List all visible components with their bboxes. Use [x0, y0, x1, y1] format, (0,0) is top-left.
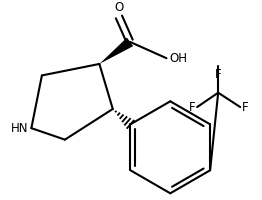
Polygon shape: [99, 38, 133, 64]
Text: O: O: [114, 1, 123, 14]
Text: HN: HN: [11, 122, 29, 135]
Text: F: F: [242, 101, 249, 114]
Text: OH: OH: [169, 52, 187, 65]
Text: F: F: [189, 101, 195, 114]
Text: F: F: [215, 68, 221, 81]
